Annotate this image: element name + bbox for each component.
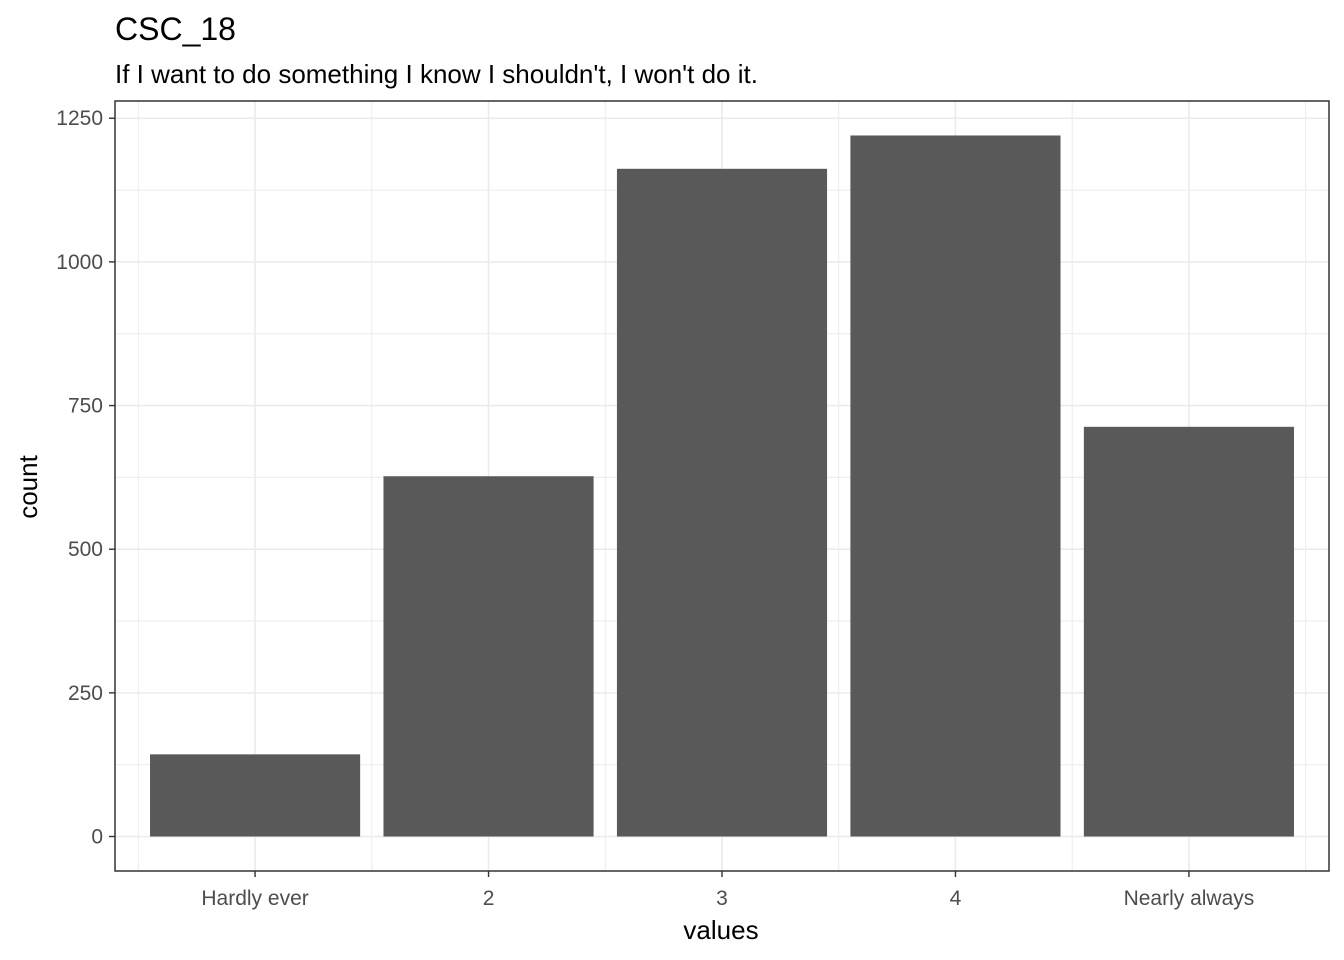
y-tick-label: 500	[68, 538, 103, 561]
x-tick-label: Hardly ever	[201, 887, 308, 910]
y-tick-label: 0	[91, 826, 103, 849]
chart-title: CSC_18	[115, 11, 236, 47]
bar	[383, 476, 594, 837]
y-tick-label: 1000	[56, 251, 103, 274]
x-tick-label: Nearly always	[1124, 887, 1255, 910]
x-tick-label: 3	[716, 887, 728, 910]
bar	[850, 135, 1061, 837]
x-tick-label: 2	[483, 887, 495, 910]
chart-subtitle: If I want to do something I know I shoul…	[115, 59, 758, 89]
y-tick-label: 250	[68, 682, 103, 705]
y-axis: 0 250 500 750 1000 1250	[56, 107, 115, 849]
y-tick-label: 1250	[56, 107, 103, 130]
y-tick-label: 750	[68, 395, 103, 418]
y-axis-title: count	[13, 454, 43, 518]
x-axis: Hardly ever 2 3 4 Nearly always	[201, 871, 1254, 910]
bar	[150, 754, 361, 837]
bars	[150, 135, 1294, 837]
bar	[1083, 426, 1294, 837]
x-axis-title: values	[683, 915, 758, 945]
x-tick-label: 4	[950, 887, 962, 910]
bar	[616, 168, 828, 837]
